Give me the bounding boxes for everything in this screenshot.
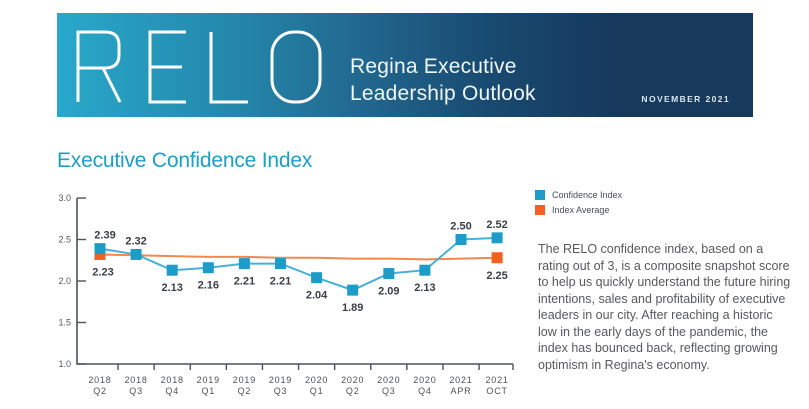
svg-text:Q2: Q2 — [93, 386, 107, 396]
svg-text:1.0: 1.0 — [58, 359, 71, 369]
svg-text:2020: 2020 — [413, 375, 436, 385]
svg-text:2018: 2018 — [161, 375, 184, 385]
svg-text:Q3: Q3 — [382, 386, 396, 396]
svg-text:Q3: Q3 — [129, 386, 143, 396]
data-labels: 2.39 2.32 2.13 2.16 2.21 2.21 2.04 1.89 2.09 2.13… — [92, 219, 508, 314]
index-average-series — [94, 248, 503, 264]
svg-text:OCT: OCT — [486, 386, 507, 396]
svg-text:2.25: 2.25 — [486, 270, 507, 282]
svg-text:2018: 2018 — [124, 375, 147, 385]
confidence-index-chart: 3.0 2.5 2.0 1.5 1.0 2.39 2.32 2.13 2.16 2.21 2.21… — [50, 185, 530, 407]
svg-text:1.89: 1.89 — [342, 302, 363, 314]
category-axis-labels: 2018Q22018Q32018Q42019Q12019Q22019Q32020… — [88, 375, 508, 396]
svg-text:2.39: 2.39 — [94, 230, 115, 242]
svg-text:Q2: Q2 — [346, 386, 360, 396]
chart-legend: Confidence Index Index Average — [535, 189, 622, 219]
logo-letter-r — [76, 30, 122, 103]
svg-text:2021: 2021 — [485, 375, 508, 385]
header-title-line2: Leadership Outlook — [350, 82, 536, 105]
svg-text:2.16: 2.16 — [198, 280, 219, 292]
svg-text:Q2: Q2 — [238, 386, 252, 396]
svg-text:2.0: 2.0 — [58, 276, 71, 286]
legend-item-confidence-index: Confidence Index — [535, 189, 622, 200]
svg-text:1.5: 1.5 — [58, 318, 71, 328]
logo-letter-l — [209, 32, 248, 104]
svg-text:3.0: 3.0 — [58, 193, 71, 203]
confidence-index-series — [94, 232, 503, 296]
svg-text:2018: 2018 — [88, 375, 111, 385]
svg-text:Q4: Q4 — [165, 386, 179, 396]
svg-text:2.21: 2.21 — [270, 276, 291, 288]
svg-text:2.23: 2.23 — [92, 266, 113, 278]
svg-text:2.5: 2.5 — [58, 235, 71, 245]
svg-text:2019: 2019 — [233, 375, 256, 385]
logo-letter-e — [148, 30, 186, 104]
svg-text:APR: APR — [451, 386, 472, 396]
legend-label: Confidence Index — [552, 190, 623, 200]
svg-text:2020: 2020 — [305, 375, 328, 385]
svg-text:2.32: 2.32 — [125, 235, 146, 247]
legend-label: Index Average — [552, 205, 610, 215]
svg-text:2020: 2020 — [341, 375, 364, 385]
svg-text:2.13: 2.13 — [414, 282, 435, 294]
description-text: The RELO confidence index, based on a ra… — [538, 242, 791, 372]
svg-text:Q4: Q4 — [418, 386, 432, 396]
legend-item-index-average: Index Average — [535, 204, 622, 215]
svg-text:2.13: 2.13 — [161, 282, 182, 294]
svg-text:Q1: Q1 — [310, 386, 324, 396]
relo-logo — [76, 30, 322, 104]
svg-text:2.52: 2.52 — [486, 219, 507, 231]
header-title: Regina Executive Leadership Outlook — [350, 53, 536, 107]
svg-text:2020: 2020 — [377, 375, 400, 385]
svg-text:2.50: 2.50 — [450, 221, 471, 233]
logo-letter-o — [270, 30, 322, 104]
svg-text:2.09: 2.09 — [378, 286, 399, 298]
svg-text:Q1: Q1 — [201, 386, 215, 396]
section-title: Executive Confidence Index — [57, 149, 313, 172]
svg-text:2021: 2021 — [449, 375, 472, 385]
confidence-index-swatch-icon — [535, 189, 545, 200]
svg-text:2.21: 2.21 — [234, 276, 255, 288]
chart-canvas: 3.0 2.5 2.0 1.5 1.0 2.39 2.32 2.13 2.16 2.21 2.21… — [58, 193, 514, 396]
chart-axes: 3.0 2.5 2.0 1.5 1.0 — [58, 193, 514, 370]
svg-text:Q3: Q3 — [274, 386, 288, 396]
svg-text:2.04: 2.04 — [306, 290, 328, 302]
svg-text:2019: 2019 — [197, 375, 220, 385]
issue-date: NOVEMBER 2021 — [641, 94, 730, 104]
svg-text:2019: 2019 — [269, 375, 292, 385]
header-title-line1: Regina Executive — [350, 55, 517, 78]
header-banner: Regina Executive Leadership Outlook NOVE… — [57, 13, 753, 117]
index-average-swatch-icon — [535, 204, 545, 215]
